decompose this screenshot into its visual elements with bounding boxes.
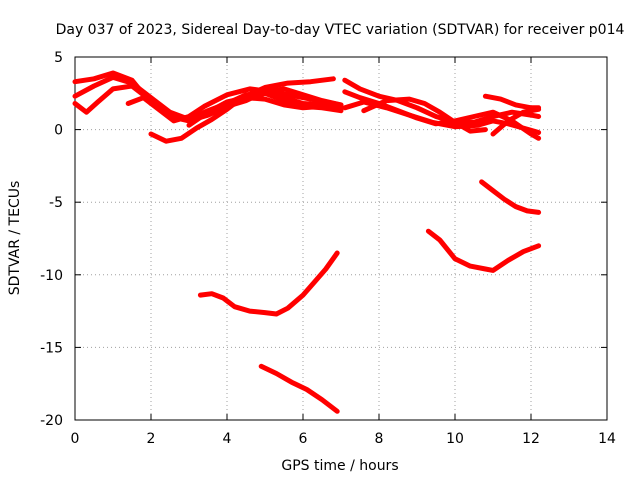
series-line-track-7 [342,77,542,125]
x-tick-label: 6 [299,431,308,447]
series-line-track-6 [186,95,325,128]
x-tick-label: 2 [147,431,156,447]
y-tick-label: -10 [40,268,63,284]
y-tick-label: -15 [40,340,63,356]
x-tick-label: 14 [598,431,616,447]
series-line-track-16 [479,179,542,215]
axis-ticks: 0 2 4 6 8 10 12 14 5 0 -5 -10 -15 -20 [40,50,616,447]
data-series [72,70,542,414]
plot-frame [74,56,608,421]
x-axis-label: GPS time / hours [281,458,398,474]
series-line-track-12 [490,106,542,137]
series-line-track-14 [258,363,340,414]
y-tick-label: -5 [49,195,63,211]
chart-title: Day 037 of 2023, Sidereal Day-to-day VTE… [56,22,625,38]
x-tick-label: 0 [71,431,80,447]
x-tick-label: 4 [223,431,232,447]
y-tick-label: 5 [54,50,63,66]
series-line-track-13 [197,250,340,317]
x-tick-label: 10 [446,431,464,447]
y-tick-label: 0 [54,123,63,139]
y-axis-label: SDTVAR / TECUs [7,181,23,296]
y-tick-label: -20 [40,413,63,429]
series-line-track-15 [425,228,542,273]
series-line-track-5 [148,76,336,144]
series-line-track-4 [125,86,344,124]
x-tick-label: 12 [522,431,540,447]
x-tick-label: 8 [375,431,384,447]
series-line-track-10 [361,96,488,134]
